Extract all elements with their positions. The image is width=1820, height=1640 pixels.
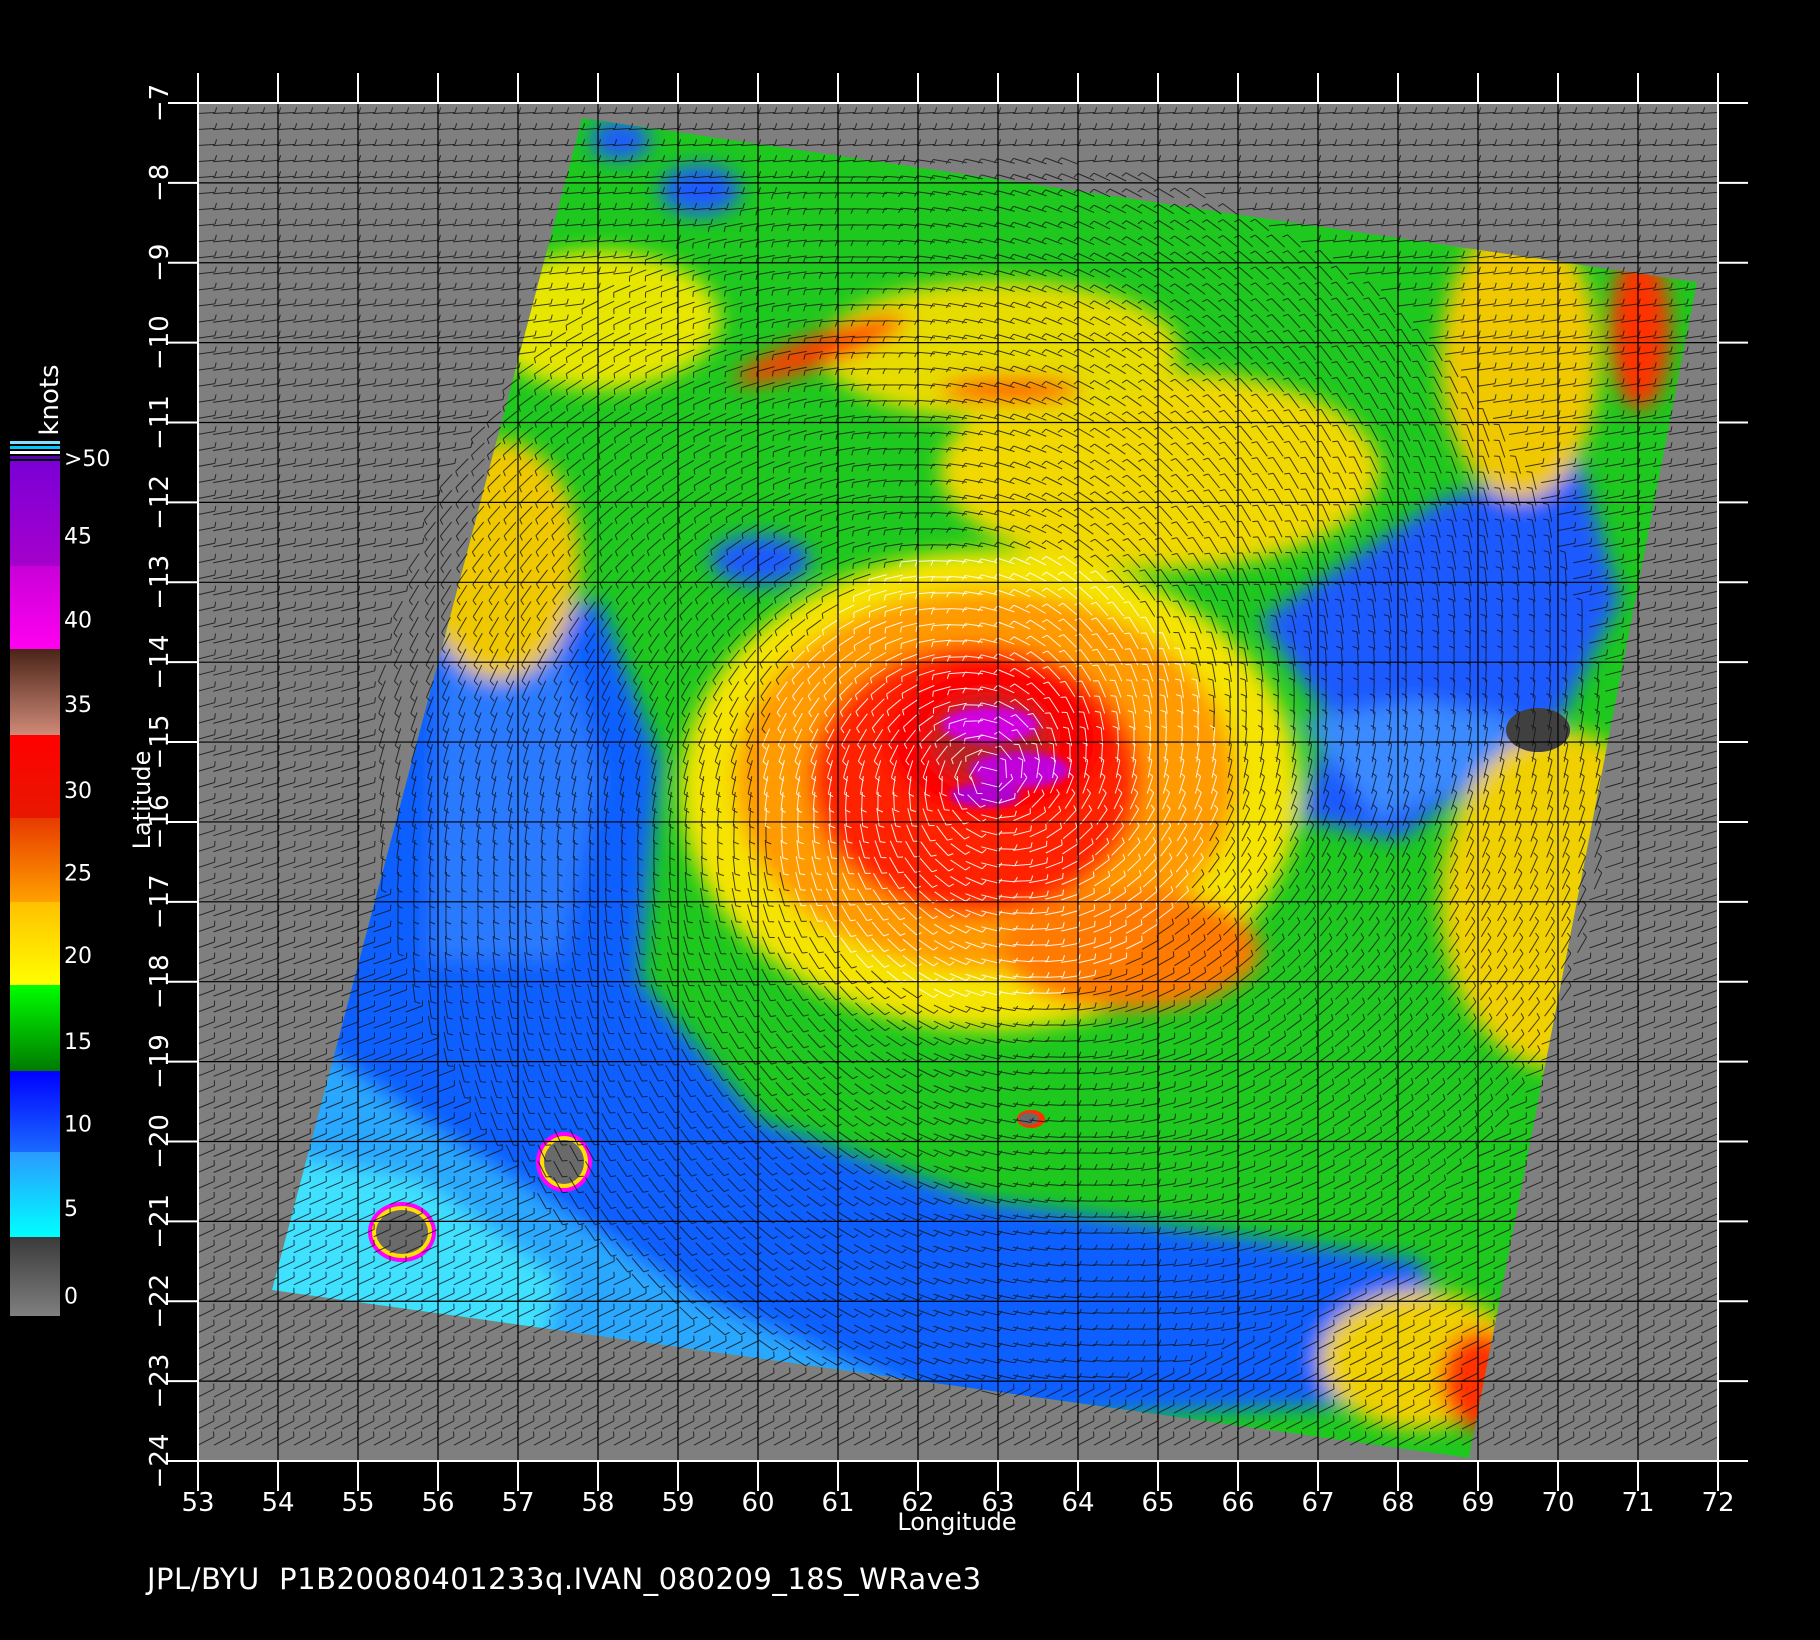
y-tick-label: −10 xyxy=(145,315,175,370)
legend-label: 20 xyxy=(64,944,92,969)
legend-label: 0 xyxy=(64,1285,78,1310)
legend-label: 25 xyxy=(64,861,92,886)
x-axis-title: Longitude xyxy=(897,1508,1016,1536)
x-tick-label: 68 xyxy=(1381,1488,1414,1518)
legend-band xyxy=(10,818,60,902)
x-tick-label: 59 xyxy=(661,1488,694,1518)
x-tick-label: 72 xyxy=(1701,1488,1734,1518)
legend-label: 30 xyxy=(64,779,92,804)
legend-band xyxy=(10,735,60,818)
latitude-tick-labels: −7 −8 −9 −10 −11 −12 −13 −14 −15 −16 −17 −18 −19 −20 −… xyxy=(145,84,175,1489)
legend-band xyxy=(10,1152,60,1237)
x-tick-label: 67 xyxy=(1301,1488,1334,1518)
x-tick-label: 58 xyxy=(581,1488,614,1518)
x-tick-label: 54 xyxy=(261,1488,294,1518)
y-tick-label: −7 xyxy=(145,84,175,122)
footer-caption: JPL/BYU P1B20080401233q.IVAN_080209_18S_… xyxy=(147,1562,982,1596)
legend-band xyxy=(10,461,60,566)
wind-vectors xyxy=(198,107,1718,1446)
longitude-tick-labels: 53 54 55 56 57 58 59 60 61 62 63 64 65 66 67 68 69 70 71 72 xyxy=(181,1488,1734,1518)
y-tick-label: −9 xyxy=(145,244,175,282)
legend-label: 15 xyxy=(64,1030,92,1055)
legend-label: 35 xyxy=(64,693,92,718)
y-tick-label: −18 xyxy=(145,954,175,1009)
y-tick-label: −17 xyxy=(145,874,175,929)
y-axis-title: Latitude xyxy=(128,751,156,850)
legend-label: 10 xyxy=(64,1113,92,1138)
legend-band xyxy=(10,985,60,1071)
y-tick-label: −21 xyxy=(145,1194,175,1249)
legend-title: knots xyxy=(35,364,65,435)
x-tick-label: 69 xyxy=(1461,1488,1494,1518)
axis-ticks xyxy=(168,73,1748,1491)
y-tick-label: −11 xyxy=(145,395,175,450)
x-tick-label: 65 xyxy=(1141,1488,1174,1518)
y-tick-label: −14 xyxy=(145,635,175,690)
y-tick-label: −20 xyxy=(145,1114,175,1169)
legend-top-marker xyxy=(10,441,60,444)
y-tick-label: −19 xyxy=(145,1034,175,1089)
y-tick-label: −13 xyxy=(145,555,175,610)
x-tick-label: 66 xyxy=(1221,1488,1254,1518)
legend-band xyxy=(10,566,60,649)
legend-band xyxy=(10,1071,60,1152)
x-tick-label: 63 xyxy=(981,1488,1014,1518)
x-tick-label: 70 xyxy=(1541,1488,1574,1518)
y-tick-label: −24 xyxy=(145,1434,175,1489)
legend-label: >50 xyxy=(64,447,110,472)
x-tick-label: 61 xyxy=(821,1488,854,1518)
x-tick-label: 57 xyxy=(501,1488,534,1518)
y-tick-label: −12 xyxy=(145,475,175,530)
y-tick-label: −23 xyxy=(145,1354,175,1409)
x-tick-label: 53 xyxy=(181,1488,214,1518)
wind-speed-legend: knots >50 45 40 35 30 25 20 15 10 5 0 xyxy=(10,364,110,1316)
legend-band xyxy=(10,902,60,985)
x-tick-label: 55 xyxy=(341,1488,374,1518)
legend-label: 40 xyxy=(64,609,92,634)
y-tick-label: −16 xyxy=(145,795,175,850)
wind-barbs-white xyxy=(761,555,1219,998)
x-tick-label: 71 xyxy=(1621,1488,1654,1518)
legend-band xyxy=(10,1237,60,1316)
plot-frame xyxy=(197,102,1719,1462)
y-tick-label: −22 xyxy=(145,1274,175,1329)
x-tick-label: 62 xyxy=(901,1488,934,1518)
legend-band xyxy=(10,649,60,735)
legend-label: 5 xyxy=(64,1197,78,1222)
y-tick-label: −8 xyxy=(145,164,175,202)
y-tick-label: −15 xyxy=(145,715,175,770)
x-tick-label: 64 xyxy=(1061,1488,1094,1518)
legend-label: 45 xyxy=(64,524,92,549)
x-tick-label: 56 xyxy=(421,1488,454,1518)
lat-lon-grid xyxy=(197,102,1719,1462)
x-tick-label: 60 xyxy=(741,1488,774,1518)
